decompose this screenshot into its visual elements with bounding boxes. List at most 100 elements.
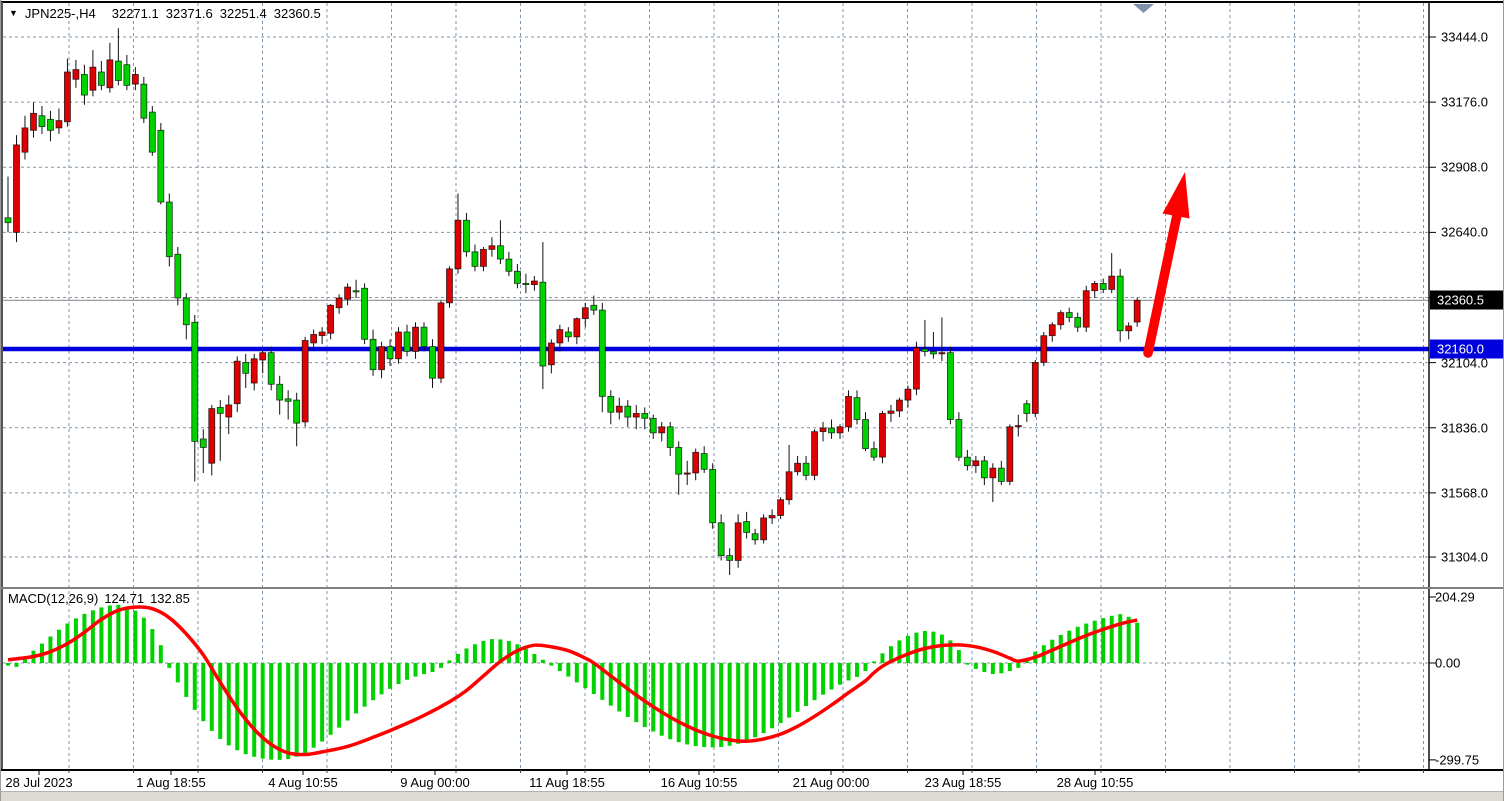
macd-signal-value: 132.85 <box>150 591 190 606</box>
macd-histogram-bar <box>99 607 104 663</box>
bear-candle <box>955 419 963 458</box>
bull-candle <box>225 404 233 418</box>
bull-candle <box>819 427 827 433</box>
macd-histogram-bar <box>447 660 452 663</box>
time-axis-label: 11 Aug 18:55 <box>529 775 605 790</box>
bear-candle <box>267 352 275 385</box>
macd-histogram-bar <box>557 663 562 672</box>
macd-histogram-bar <box>965 663 970 665</box>
bear-candle <box>624 405 632 418</box>
macd-histogram-bar <box>515 644 520 663</box>
macd-histogram-bar <box>311 663 316 748</box>
bear-candle <box>607 396 615 413</box>
bear-candle <box>802 462 810 476</box>
bull-candle <box>233 360 241 405</box>
macd-histogram-bar <box>82 613 87 663</box>
support-level-badge: 32160.0 <box>1430 339 1503 359</box>
ohlc-low: 32251.4 <box>219 6 267 21</box>
macd-histogram-bar <box>184 663 189 697</box>
macd-axis-label: -299.75 <box>1435 752 1480 768</box>
macd-histogram-bar <box>761 663 766 734</box>
macd-axis-label: 0.00 <box>1435 655 1461 671</box>
bull-candle <box>1082 290 1090 328</box>
bear-candle <box>293 399 301 424</box>
bear-candle <box>81 74 88 96</box>
bear-candle <box>1074 317 1082 328</box>
macd-histogram-bar <box>863 663 868 672</box>
bear-candle <box>726 555 734 561</box>
bear-candle <box>276 383 284 401</box>
macd-histogram-bar <box>888 646 893 663</box>
bear-candle <box>140 83 148 119</box>
time-axis-label: 28 Jul 2023 <box>5 775 73 790</box>
macd-histogram-bar <box>846 663 851 681</box>
price-axis-label: 33176.0 <box>1441 94 1488 110</box>
macd-histogram-bar <box>1126 616 1131 663</box>
bear-candle <box>38 115 46 128</box>
bear-candle <box>564 331 572 338</box>
macd-histogram-bar <box>795 663 800 712</box>
macd-histogram-bar <box>973 663 978 669</box>
bull-candle <box>327 304 335 334</box>
bull-candle <box>259 352 267 361</box>
macd-histogram-bar <box>778 663 783 724</box>
macd-histogram-bar <box>252 663 257 757</box>
bull-candle <box>1040 335 1048 363</box>
bull-candle <box>658 426 666 434</box>
macd-histogram-bar <box>982 663 987 673</box>
bull-candle <box>734 522 742 561</box>
macd-histogram-bar <box>990 663 995 674</box>
bull-candle <box>55 120 63 129</box>
bull-candle <box>692 451 700 474</box>
macd-histogram-bar <box>1135 622 1140 663</box>
bear-candle <box>997 467 1005 482</box>
macd-histogram-bar <box>472 644 477 663</box>
price-axis-label: 31304.0 <box>1441 549 1488 565</box>
macd-histogram-bar <box>345 663 350 721</box>
bear-candle <box>471 251 479 267</box>
bull-candle <box>310 334 318 344</box>
macd-histogram-bar <box>948 640 953 663</box>
macd-histogram-bar <box>1007 663 1012 672</box>
time-axis-label: 1 Aug 18:55 <box>136 775 206 790</box>
bear-candle <box>522 283 530 286</box>
bear-candle <box>743 521 751 533</box>
bull-candle <box>887 410 895 414</box>
bull-candle <box>72 69 80 80</box>
chart-shift-marker-icon[interactable] <box>1133 4 1154 13</box>
bear-candle <box>1065 312 1073 318</box>
bull-candle <box>1125 325 1133 332</box>
bull-candle <box>794 462 801 473</box>
bull-candle <box>1014 425 1022 428</box>
time-axis-label: 4 Aug 10:55 <box>268 775 338 790</box>
bear-candle <box>497 245 504 260</box>
macd-histogram-bar <box>574 663 579 683</box>
bear-candle <box>429 346 436 379</box>
macd-histogram-bar <box>532 653 537 663</box>
macd-histogram-bar <box>396 663 401 685</box>
bear-candle <box>420 326 428 347</box>
current-price-badge: 32360.5 <box>1430 290 1503 310</box>
bear-candle <box>590 304 598 311</box>
macd-histogram-bar <box>770 663 775 729</box>
macd-histogram-bar <box>124 606 129 663</box>
macd-histogram-bar <box>405 663 410 680</box>
macd-histogram-bar <box>430 663 435 673</box>
bull-candle <box>89 66 97 91</box>
bear-candle <box>463 219 470 253</box>
bull-candle <box>480 248 487 267</box>
bull-candle <box>395 331 402 360</box>
macd-histogram-bar <box>337 663 342 728</box>
macd-histogram-bar <box>1075 626 1080 663</box>
bear-candle <box>1116 275 1124 332</box>
projection-arrow-shaft <box>1143 210 1182 358</box>
time-axis-label: 16 Aug 10:55 <box>660 775 738 790</box>
price-axis-label: 32908.0 <box>1441 159 1488 175</box>
bull-candle <box>547 342 555 366</box>
macd-histogram-bar <box>676 663 681 743</box>
price-axis-label: 32104.0 <box>1441 355 1488 371</box>
bull-candle <box>896 399 903 412</box>
macd-histogram-bar <box>90 610 95 663</box>
window-bottom-edge <box>1 791 1503 801</box>
